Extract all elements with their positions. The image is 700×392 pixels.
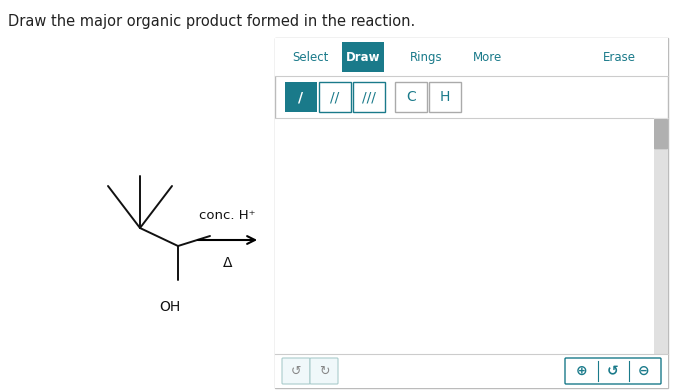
Text: conc. H⁺: conc. H⁺ xyxy=(199,209,256,222)
FancyBboxPatch shape xyxy=(275,38,668,388)
FancyBboxPatch shape xyxy=(353,82,385,112)
FancyBboxPatch shape xyxy=(275,354,668,388)
Text: /: / xyxy=(298,90,304,104)
Text: H: H xyxy=(440,90,450,104)
Text: ↻: ↻ xyxy=(318,365,329,377)
FancyBboxPatch shape xyxy=(319,82,351,112)
Text: Draw the major organic product formed in the reaction.: Draw the major organic product formed in… xyxy=(8,14,415,29)
FancyBboxPatch shape xyxy=(395,82,427,112)
FancyBboxPatch shape xyxy=(285,82,317,112)
Text: More: More xyxy=(473,51,502,64)
Text: ⊕: ⊕ xyxy=(576,364,588,378)
FancyBboxPatch shape xyxy=(565,358,661,384)
Text: Rings: Rings xyxy=(410,51,442,64)
FancyBboxPatch shape xyxy=(654,118,668,354)
FancyBboxPatch shape xyxy=(429,82,461,112)
Text: C: C xyxy=(406,90,416,104)
Text: Δ: Δ xyxy=(223,256,232,270)
FancyBboxPatch shape xyxy=(654,119,668,149)
FancyBboxPatch shape xyxy=(275,118,668,354)
FancyBboxPatch shape xyxy=(310,358,338,384)
FancyBboxPatch shape xyxy=(342,42,384,72)
Text: ⊖: ⊖ xyxy=(638,364,650,378)
Text: OH: OH xyxy=(160,300,181,314)
FancyBboxPatch shape xyxy=(282,358,310,384)
Text: //: // xyxy=(330,90,340,104)
Text: ///: /// xyxy=(362,90,376,104)
Text: Erase: Erase xyxy=(603,51,636,64)
Text: ↺: ↺ xyxy=(607,364,619,378)
Text: Select: Select xyxy=(292,51,328,64)
Text: ↺: ↺ xyxy=(290,365,301,377)
FancyBboxPatch shape xyxy=(275,38,668,76)
Text: Draw: Draw xyxy=(346,51,381,64)
